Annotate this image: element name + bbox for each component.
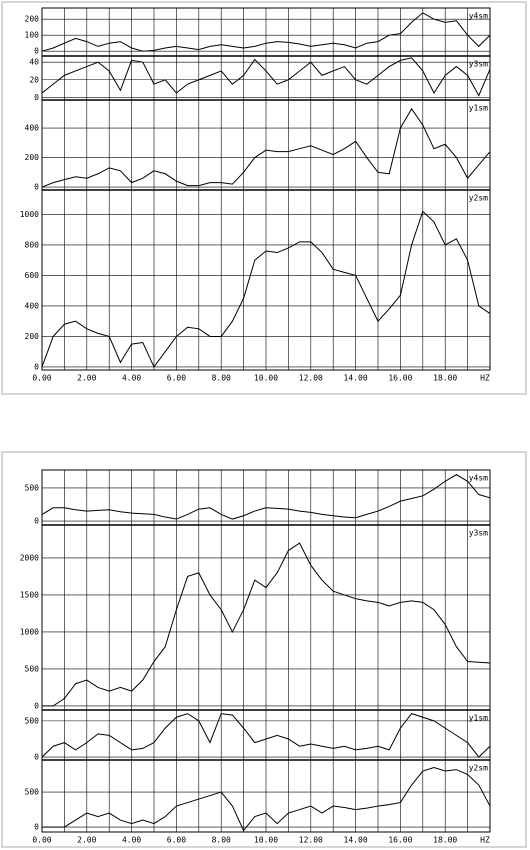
series-line <box>41 474 491 520</box>
x-tick-label: 6.00 <box>167 374 186 383</box>
y-tick-label: 20 <box>29 75 39 84</box>
x-tick-label: 14.00 <box>344 374 368 383</box>
x-tick-label: 12.00 <box>299 836 323 845</box>
y-tick-label: 40 <box>29 58 39 67</box>
x-tick-label: 10.00 <box>254 374 278 383</box>
x-tick-label: 8.00 <box>212 374 231 383</box>
series-label: y4sm <box>469 12 488 21</box>
series-line <box>42 766 491 832</box>
y-tick-label: 0 <box>34 183 39 192</box>
figure-frame <box>1 451 527 848</box>
series-line <box>41 12 491 52</box>
y-tick-label: 500 <box>25 483 40 492</box>
series-label: y3sm <box>469 60 488 69</box>
y-tick-label: 200 <box>25 332 40 341</box>
y-tick-label: 0 <box>34 93 39 102</box>
plot-frame <box>41 7 491 371</box>
y-tick-label: 600 <box>25 271 40 280</box>
y-tick-label: 0 <box>34 47 39 56</box>
series-label: y1sm <box>469 104 488 113</box>
series-line <box>41 210 491 368</box>
x-tick-label: 18.00 <box>433 836 457 845</box>
x-tick-label: 14.00 <box>344 836 368 845</box>
y-tick-label: 100 <box>25 31 40 40</box>
series-label: y1sm <box>469 714 488 723</box>
series-line <box>42 542 491 707</box>
series-label: y2sm <box>469 194 488 203</box>
y-tick-label: 1500 <box>20 590 39 599</box>
y-tick-label: 400 <box>25 301 40 310</box>
series-line <box>41 107 491 188</box>
y-tick-label: 200 <box>25 153 40 162</box>
y-tick-label: 800 <box>25 240 40 249</box>
y-tick-label: 500 <box>25 788 40 797</box>
y-tick-label: 0 <box>34 753 39 762</box>
x-tick-label: 16.00 <box>388 836 412 845</box>
x-tick-label: 6.00 <box>167 836 186 845</box>
y-tick-label: 0 <box>34 823 39 832</box>
y-tick-label: 2000 <box>20 553 39 562</box>
y-tick-label: 200 <box>25 15 40 24</box>
y-tick-label: 500 <box>25 664 40 673</box>
plot-frame <box>41 469 491 833</box>
series-label: y3sm <box>469 529 488 538</box>
x-tick-label: 4.00 <box>122 374 141 383</box>
series-line <box>41 57 491 97</box>
y-tick-label: 0 <box>34 362 39 371</box>
x-tick-label: 0.00 <box>32 374 51 383</box>
figure-frame <box>1 1 527 395</box>
series-label: y4sm <box>469 474 488 483</box>
x-tick-label: 12.00 <box>299 374 323 383</box>
y-tick-label: 500 <box>25 716 40 725</box>
x-tick-label: 8.00 <box>212 836 231 845</box>
y-tick-label: 0 <box>34 517 39 526</box>
x-tick-label: 4.00 <box>122 836 141 845</box>
x-axis-label: HZ <box>480 836 490 845</box>
x-tick-label: 0.00 <box>32 836 51 845</box>
series-line <box>41 713 491 758</box>
x-axis-label: HZ <box>480 374 490 383</box>
y-tick-label: 0 <box>34 701 39 710</box>
x-tick-label: 2.00 <box>77 374 96 383</box>
x-tick-label: 18.00 <box>433 374 457 383</box>
y-tick-label: 1000 <box>20 210 39 219</box>
y-tick-label: 1000 <box>20 627 39 636</box>
x-tick-label: 16.00 <box>388 374 412 383</box>
x-tick-label: 10.00 <box>254 836 278 845</box>
y-tick-label: 400 <box>25 124 40 133</box>
x-tick-label: 2.00 <box>77 836 96 845</box>
series-label: y2sm <box>469 764 488 773</box>
